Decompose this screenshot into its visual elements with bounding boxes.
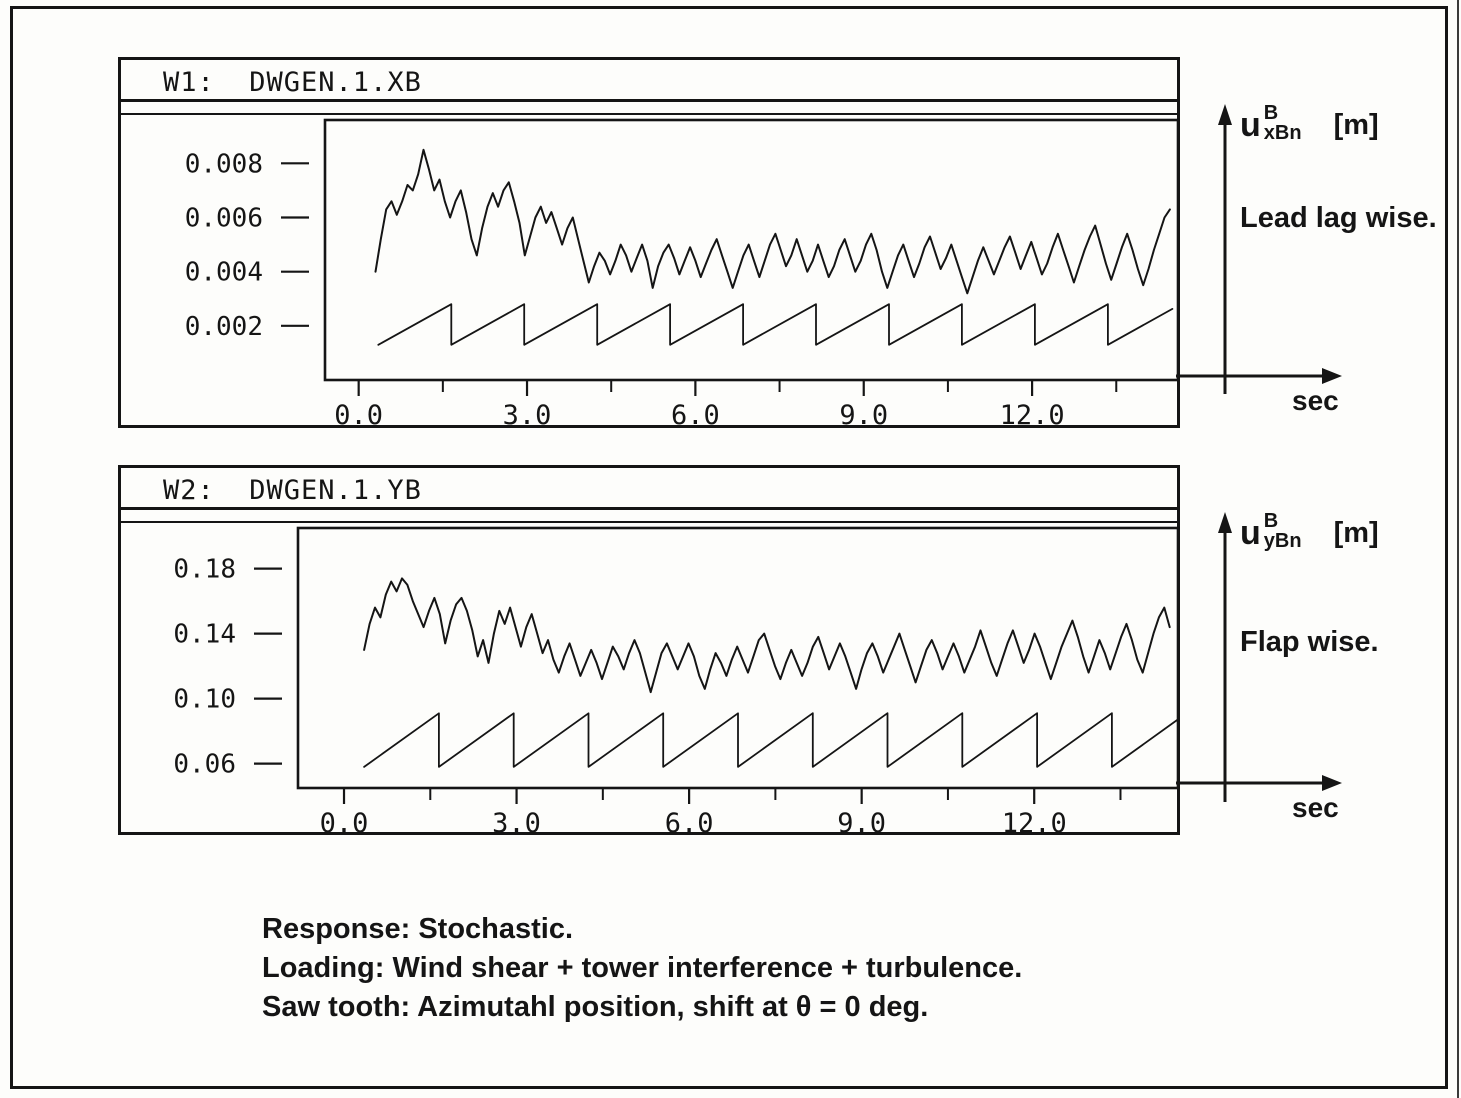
y-tick-label: 0.006: [185, 204, 263, 234]
axis-description-w1: Lead lag wise.: [1240, 202, 1437, 234]
u-subscript-w1: xBn: [1263, 122, 1302, 144]
chart-plot-svg: 0.002 0.004 0.006 0.008 0.0 3.0 6.0 9.0 12.0: [185, 118, 1180, 431]
u-superscript-w2: B: [1263, 510, 1279, 532]
chart-plot-svg: 0.06 0.10 0.14 0.18 0.0 3.0 6.0 9.0 12.0: [173, 526, 1180, 839]
window-titlebar-w1: W1: DWGEN.1.XB: [121, 60, 1177, 102]
x-tick-label: 6.0: [671, 400, 720, 431]
x-tick-label: 12.0: [1000, 400, 1065, 431]
u-scripts-w2: B yBn: [1263, 510, 1302, 552]
response-curve: [374, 148, 1171, 295]
caption-line-loading: Loading: Wind shear + tower interference…: [262, 952, 1023, 984]
x-tick-label: 12.0: [1002, 808, 1067, 838]
x-tick-label: 0.0: [334, 400, 383, 431]
x-tick-label: 9.0: [837, 808, 886, 838]
y-tick-label: 0.002: [185, 312, 263, 342]
window-title-w1: W1: DWGEN.1.XB: [163, 67, 422, 98]
caption-line-sawtooth: Saw tooth: Azimutahl position, shift at …: [262, 991, 929, 1023]
window-title-w2: W2: DWGEN.1.YB: [163, 475, 422, 506]
chart-canvas-w1: 0.002 0.004 0.006 0.008 0.0 3.0 6.0 9.0 12.0: [121, 60, 1180, 431]
unit-label-w2: [m]: [1333, 517, 1379, 549]
plot-window-w1: W1: DWGEN.1.XB 0.002 0.004 0.006 0.008 0.0 3.…: [118, 57, 1180, 431]
caption-block: Response: Stochastic. Loading: Wind shea…: [262, 910, 1022, 1027]
x-axis-arrowhead-w1: [1322, 368, 1342, 384]
u-subscript-w2: yBn: [1263, 530, 1302, 552]
plot-box: [296, 526, 1180, 790]
chart-canvas-w2: 0.06 0.10 0.14 0.18 0.0 3.0 6.0 9.0 12.0: [121, 468, 1180, 839]
y-tick-label: 0.008: [185, 149, 263, 179]
y-axis-variable-w2: u B yBn [m]: [1240, 511, 1379, 552]
y-axis-arrowhead-w2: [1218, 512, 1232, 533]
u-scripts-w1: B xBn: [1263, 102, 1302, 144]
axis-arrows-w2: [1176, 512, 1342, 802]
y-tick-label: 0.004: [185, 258, 263, 288]
x-axis-unit-w1: sec: [1292, 385, 1339, 416]
x-tick-label: 3.0: [492, 808, 541, 838]
sawtooth-azimuth: [377, 303, 1174, 346]
y-tick-label: 0.06: [173, 750, 236, 780]
x-axis-arrowhead-w2: [1322, 775, 1342, 791]
titlebar-rule-w2: [121, 521, 1177, 523]
y-axis-variable-w1: u B xBn [m]: [1240, 103, 1379, 144]
scan-edge-artifact: [1457, 0, 1459, 1098]
y-tick-label: 0.18: [173, 555, 236, 585]
unit-label-w1: [m]: [1333, 109, 1379, 141]
y-tick-label: 0.14: [173, 620, 236, 650]
u-symbol-w2: u: [1240, 514, 1261, 552]
x-axis-unit-w2: sec: [1292, 792, 1339, 823]
caption-line-response: Response: Stochastic.: [262, 913, 574, 945]
u-symbol-w1: u: [1240, 106, 1261, 144]
x-tick-label: 3.0: [503, 400, 552, 431]
x-tick-label: 6.0: [665, 808, 714, 838]
response-curve: [363, 577, 1171, 694]
x-tick-label: 0.0: [320, 808, 369, 838]
outer-frame: [10, 6, 1448, 1089]
plot-window-w2: W2: DWGEN.1.YB 0.06 0.10 0.14 0.18 0.0 3.0 6.0…: [118, 465, 1180, 839]
y-axis-arrowhead-w1: [1218, 104, 1232, 125]
sawtooth-azimuth: [363, 712, 1179, 768]
plot-box: [323, 118, 1180, 382]
x-tick-label: 9.0: [839, 400, 888, 431]
window-titlebar-w2: W2: DWGEN.1.YB: [121, 468, 1177, 510]
y-tick-label: 0.10: [173, 685, 236, 715]
titlebar-rule-w1: [121, 113, 1177, 115]
axis-arrows-w1: [1176, 104, 1342, 394]
u-superscript-w1: B: [1263, 102, 1279, 124]
axis-description-w2: Flap wise.: [1240, 626, 1379, 658]
